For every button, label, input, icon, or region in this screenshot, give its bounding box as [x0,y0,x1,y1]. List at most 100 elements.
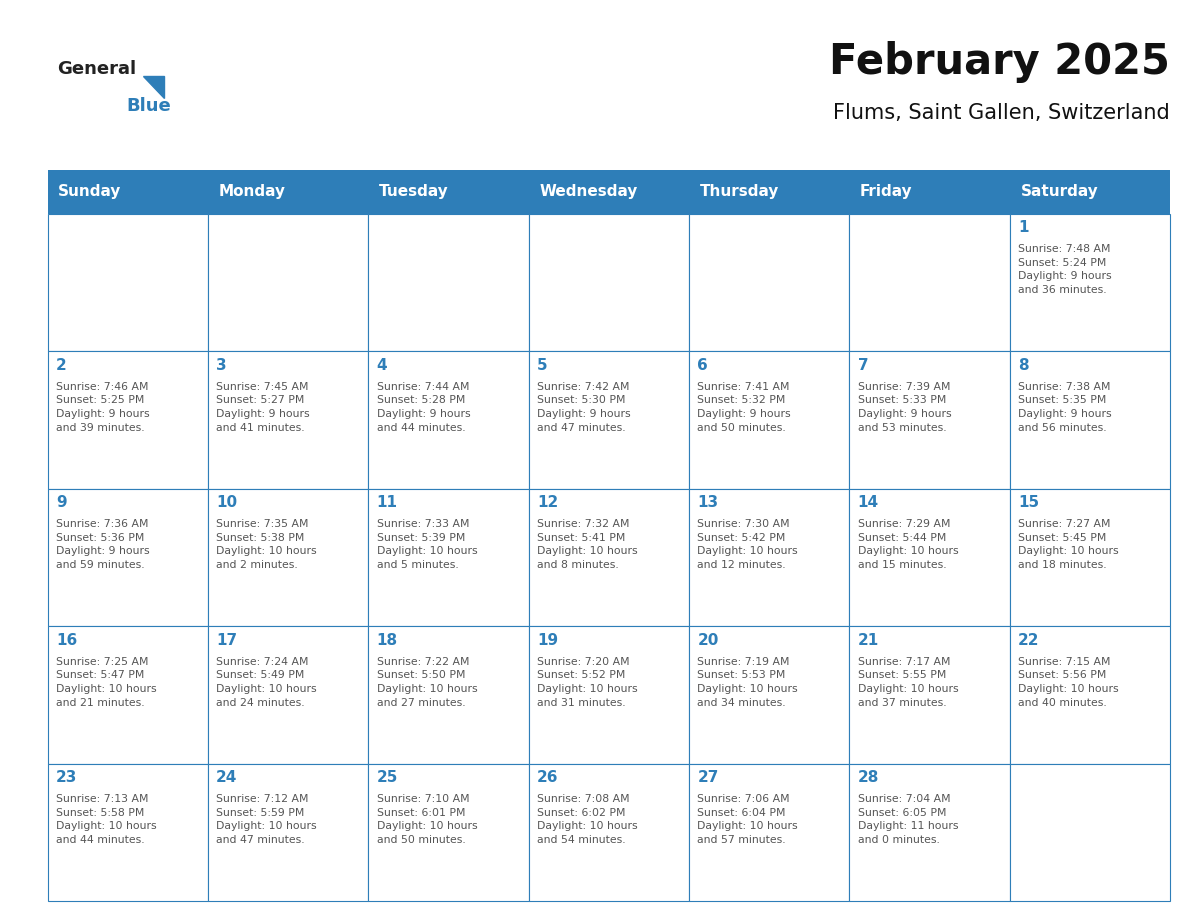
Bar [1010,214,1170,352]
Text: Sunrise: 7:45 AM
Sunset: 5:27 PM
Daylight: 9 hours
and 41 minutes.: Sunrise: 7:45 AM Sunset: 5:27 PM Dayligh… [216,382,310,432]
Bar [1010,352,1170,489]
Text: 10: 10 [216,496,238,510]
Text: February 2025: February 2025 [829,41,1170,84]
Text: Sunrise: 7:35 AM
Sunset: 5:38 PM
Daylight: 10 hours
and 2 minutes.: Sunrise: 7:35 AM Sunset: 5:38 PM Dayligh… [216,520,317,570]
Bar [48,489,208,626]
Bar [1010,764,1170,901]
Bar [849,352,1010,489]
Text: 27: 27 [697,770,719,786]
Bar [48,626,208,764]
Text: Sunrise: 7:19 AM
Sunset: 5:53 PM
Daylight: 10 hours
and 34 minutes.: Sunrise: 7:19 AM Sunset: 5:53 PM Dayligh… [697,656,798,708]
Bar [849,626,1010,764]
Text: Sunrise: 7:25 AM
Sunset: 5:47 PM
Daylight: 10 hours
and 21 minutes.: Sunrise: 7:25 AM Sunset: 5:47 PM Dayligh… [56,656,157,708]
Bar [1010,489,1170,626]
Bar [529,214,689,352]
Text: Sunrise: 7:33 AM
Sunset: 5:39 PM
Daylight: 10 hours
and 5 minutes.: Sunrise: 7:33 AM Sunset: 5:39 PM Dayligh… [377,520,478,570]
Text: Sunrise: 7:08 AM
Sunset: 6:02 PM
Daylight: 10 hours
and 54 minutes.: Sunrise: 7:08 AM Sunset: 6:02 PM Dayligh… [537,794,638,845]
Bar [689,489,849,626]
Text: 11: 11 [377,496,398,510]
Bar [689,626,849,764]
Text: 28: 28 [858,770,879,786]
Text: 20: 20 [697,633,719,648]
Text: 13: 13 [697,496,719,510]
Text: Sunrise: 7:46 AM
Sunset: 5:25 PM
Daylight: 9 hours
and 39 minutes.: Sunrise: 7:46 AM Sunset: 5:25 PM Dayligh… [56,382,150,432]
Bar [849,214,1010,352]
Text: 5: 5 [537,358,548,373]
Text: Monday: Monday [219,185,285,199]
Text: Sunrise: 7:22 AM
Sunset: 5:50 PM
Daylight: 10 hours
and 27 minutes.: Sunrise: 7:22 AM Sunset: 5:50 PM Dayligh… [377,656,478,708]
Bar [48,352,208,489]
Text: 19: 19 [537,633,558,648]
Bar [529,764,689,901]
Bar [368,764,529,901]
Bar [48,214,208,352]
Bar [529,626,689,764]
Bar [849,764,1010,901]
Bar [368,626,529,764]
Bar [208,352,368,489]
Bar [689,214,849,352]
Bar [48,170,1170,214]
Text: Wednesday: Wednesday [539,185,638,199]
Text: Sunrise: 7:29 AM
Sunset: 5:44 PM
Daylight: 10 hours
and 15 minutes.: Sunrise: 7:29 AM Sunset: 5:44 PM Dayligh… [858,520,959,570]
Text: Sunrise: 7:48 AM
Sunset: 5:24 PM
Daylight: 9 hours
and 36 minutes.: Sunrise: 7:48 AM Sunset: 5:24 PM Dayligh… [1018,244,1112,295]
Text: 23: 23 [56,770,77,786]
Bar [208,214,368,352]
Text: 26: 26 [537,770,558,786]
Text: 7: 7 [858,358,868,373]
Bar [208,489,368,626]
Bar [529,352,689,489]
Text: Flums, Saint Gallen, Switzerland: Flums, Saint Gallen, Switzerland [834,103,1170,123]
Bar [529,489,689,626]
Text: 21: 21 [858,633,879,648]
Bar [689,764,849,901]
Text: Blue: Blue [126,96,171,115]
Bar [368,214,529,352]
Bar [208,764,368,901]
Text: Sunrise: 7:32 AM
Sunset: 5:41 PM
Daylight: 10 hours
and 8 minutes.: Sunrise: 7:32 AM Sunset: 5:41 PM Dayligh… [537,520,638,570]
Text: Sunrise: 7:39 AM
Sunset: 5:33 PM
Daylight: 9 hours
and 53 minutes.: Sunrise: 7:39 AM Sunset: 5:33 PM Dayligh… [858,382,952,432]
Text: Sunrise: 7:12 AM
Sunset: 5:59 PM
Daylight: 10 hours
and 47 minutes.: Sunrise: 7:12 AM Sunset: 5:59 PM Dayligh… [216,794,317,845]
Text: Sunrise: 7:38 AM
Sunset: 5:35 PM
Daylight: 9 hours
and 56 minutes.: Sunrise: 7:38 AM Sunset: 5:35 PM Dayligh… [1018,382,1112,432]
Bar [368,489,529,626]
Text: Sunrise: 7:20 AM
Sunset: 5:52 PM
Daylight: 10 hours
and 31 minutes.: Sunrise: 7:20 AM Sunset: 5:52 PM Dayligh… [537,656,638,708]
Bar [849,489,1010,626]
Text: 22: 22 [1018,633,1040,648]
Text: Friday: Friday [860,185,912,199]
Text: Sunrise: 7:42 AM
Sunset: 5:30 PM
Daylight: 9 hours
and 47 minutes.: Sunrise: 7:42 AM Sunset: 5:30 PM Dayligh… [537,382,631,432]
Polygon shape [143,76,164,98]
Text: 25: 25 [377,770,398,786]
Bar [689,352,849,489]
Text: Tuesday: Tuesday [379,185,449,199]
Bar [208,626,368,764]
Text: Sunrise: 7:10 AM
Sunset: 6:01 PM
Daylight: 10 hours
and 50 minutes.: Sunrise: 7:10 AM Sunset: 6:01 PM Dayligh… [377,794,478,845]
Text: Sunrise: 7:24 AM
Sunset: 5:49 PM
Daylight: 10 hours
and 24 minutes.: Sunrise: 7:24 AM Sunset: 5:49 PM Dayligh… [216,656,317,708]
Text: Sunrise: 7:06 AM
Sunset: 6:04 PM
Daylight: 10 hours
and 57 minutes.: Sunrise: 7:06 AM Sunset: 6:04 PM Dayligh… [697,794,798,845]
Text: 24: 24 [216,770,238,786]
Text: 17: 17 [216,633,238,648]
Text: 4: 4 [377,358,387,373]
Text: Sunrise: 7:41 AM
Sunset: 5:32 PM
Daylight: 9 hours
and 50 minutes.: Sunrise: 7:41 AM Sunset: 5:32 PM Dayligh… [697,382,791,432]
Bar [48,764,208,901]
Text: Sunrise: 7:27 AM
Sunset: 5:45 PM
Daylight: 10 hours
and 18 minutes.: Sunrise: 7:27 AM Sunset: 5:45 PM Dayligh… [1018,520,1119,570]
Text: 15: 15 [1018,496,1040,510]
Bar [1010,626,1170,764]
Text: Sunrise: 7:04 AM
Sunset: 6:05 PM
Daylight: 11 hours
and 0 minutes.: Sunrise: 7:04 AM Sunset: 6:05 PM Dayligh… [858,794,959,845]
Text: 18: 18 [377,633,398,648]
Text: 9: 9 [56,496,67,510]
Text: 6: 6 [697,358,708,373]
Text: 1: 1 [1018,220,1029,235]
Text: Sunrise: 7:44 AM
Sunset: 5:28 PM
Daylight: 9 hours
and 44 minutes.: Sunrise: 7:44 AM Sunset: 5:28 PM Dayligh… [377,382,470,432]
Text: 8: 8 [1018,358,1029,373]
Text: 3: 3 [216,358,227,373]
Text: Saturday: Saturday [1020,185,1098,199]
Text: Sunrise: 7:13 AM
Sunset: 5:58 PM
Daylight: 10 hours
and 44 minutes.: Sunrise: 7:13 AM Sunset: 5:58 PM Dayligh… [56,794,157,845]
Text: 16: 16 [56,633,77,648]
Text: 2: 2 [56,358,67,373]
Bar [368,352,529,489]
Text: 14: 14 [858,496,879,510]
Text: Thursday: Thursday [700,185,779,199]
Text: Sunrise: 7:30 AM
Sunset: 5:42 PM
Daylight: 10 hours
and 12 minutes.: Sunrise: 7:30 AM Sunset: 5:42 PM Dayligh… [697,520,798,570]
Text: Sunrise: 7:36 AM
Sunset: 5:36 PM
Daylight: 9 hours
and 59 minutes.: Sunrise: 7:36 AM Sunset: 5:36 PM Dayligh… [56,520,150,570]
Text: Sunrise: 7:15 AM
Sunset: 5:56 PM
Daylight: 10 hours
and 40 minutes.: Sunrise: 7:15 AM Sunset: 5:56 PM Dayligh… [1018,656,1119,708]
